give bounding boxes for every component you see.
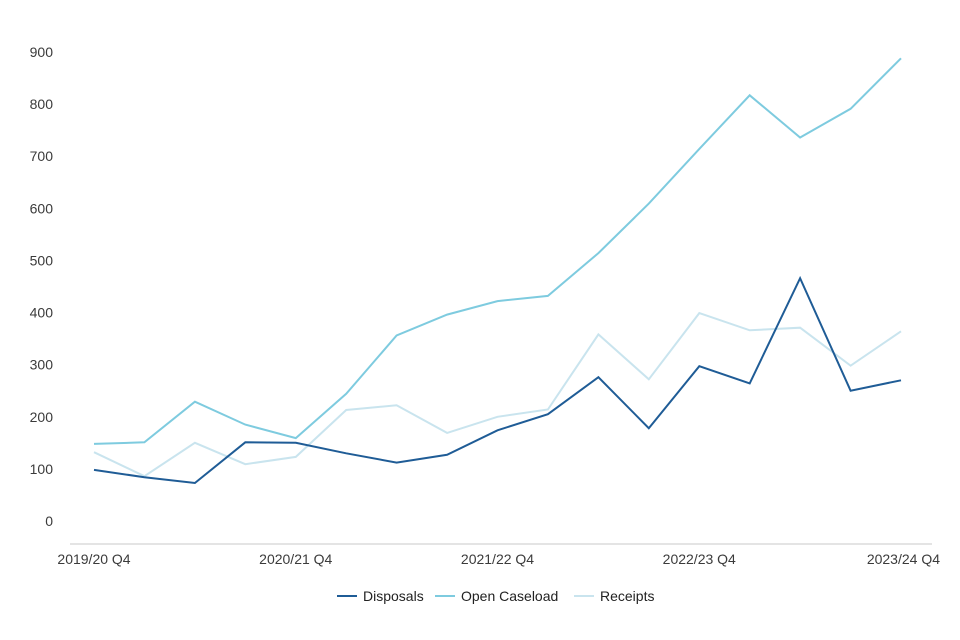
y-tick-label: 500 <box>30 252 54 268</box>
legend-label: Open Caseload <box>461 588 558 604</box>
series-line-receipts <box>93 311 902 478</box>
y-axis-ticks: 0 100 200 300 400 500 600 700 800 900 <box>30 44 54 529</box>
x-tick-label: 2022/23 Q4 <box>663 551 736 567</box>
legend-label: Receipts <box>600 588 654 604</box>
series-line-disposals <box>93 275 902 485</box>
legend-label: Disposals <box>363 588 424 604</box>
y-tick-label: 900 <box>30 44 54 60</box>
x-tick-label: 2019/20 Q4 <box>57 551 130 567</box>
x-tick-label: 2023/24 Q4 <box>867 551 940 567</box>
y-tick-label: 0 <box>45 513 53 529</box>
series-lines <box>93 57 902 485</box>
y-tick-label: 800 <box>30 96 54 112</box>
y-tick-label: 200 <box>30 409 54 425</box>
y-tick-label: 100 <box>30 461 54 477</box>
y-tick-label: 300 <box>30 357 54 373</box>
y-tick-label: 700 <box>30 148 54 164</box>
x-axis-ticks: 2019/20 Q4 2020/21 Q4 2021/22 Q4 2022/23 Q4… <box>57 551 940 567</box>
series-line-open-caseload <box>93 57 902 445</box>
y-tick-label: 600 <box>30 200 54 216</box>
x-tick-label: 2021/22 Q4 <box>461 551 534 567</box>
x-tick-label: 2020/21 Q4 <box>259 551 332 567</box>
legend: Disposals Open Caseload Receipts <box>337 588 654 604</box>
y-tick-label: 400 <box>30 305 54 321</box>
